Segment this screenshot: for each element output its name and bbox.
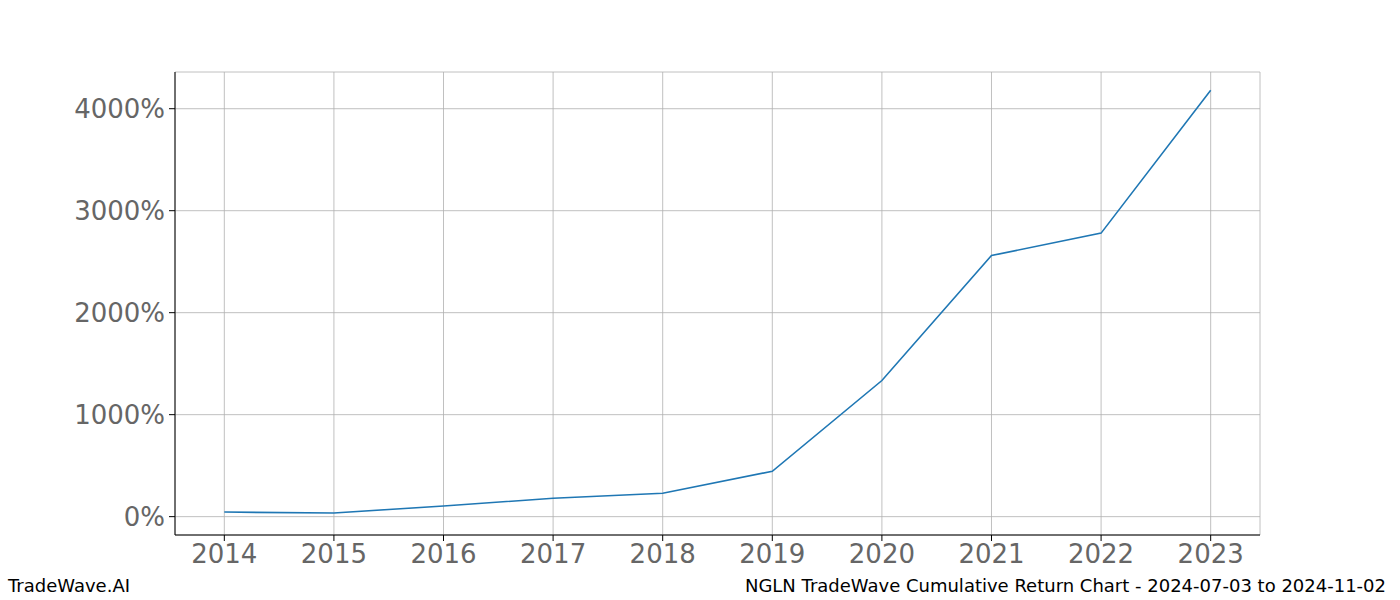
html-text:TradeWave.AI: TradeWave.AI xyxy=(8,575,130,596)
svg-text:2019: 2019 xyxy=(739,539,805,569)
svg-text:2014: 2014 xyxy=(191,539,257,569)
svg-text:0%: 0% xyxy=(124,502,165,532)
svg-text:2023: 2023 xyxy=(1178,539,1244,569)
svg-text:2016: 2016 xyxy=(410,539,476,569)
svg-text:2020: 2020 xyxy=(849,539,915,569)
svg-text:2022: 2022 xyxy=(1068,539,1134,569)
svg-text:2000%: 2000% xyxy=(74,298,165,328)
svg-text:2021: 2021 xyxy=(958,539,1024,569)
svg-text:3000%: 3000% xyxy=(74,196,165,226)
svg-text:2018: 2018 xyxy=(630,539,696,569)
svg-text:2017: 2017 xyxy=(520,539,586,569)
svg-text:4000%: 4000% xyxy=(74,94,165,124)
svg-text:1000%: 1000% xyxy=(74,400,165,430)
svg-text:2015: 2015 xyxy=(301,539,367,569)
html-text:NGLN TradeWave Cumulative Retu: NGLN TradeWave Cumulative Return Chart -… xyxy=(744,575,1386,596)
